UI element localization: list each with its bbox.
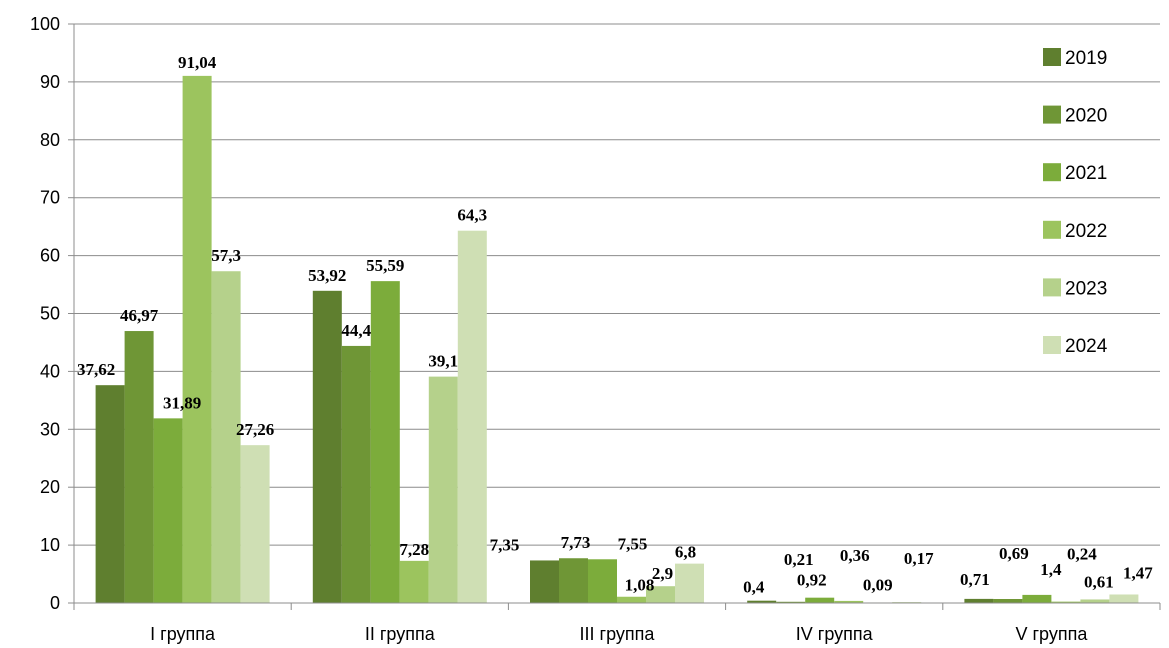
data-label: 1,08: [625, 576, 655, 595]
legend-label: 2023: [1065, 278, 1107, 299]
y-tick-label: 70: [40, 188, 60, 208]
bar: [211, 271, 241, 603]
bar: [747, 600, 777, 603]
bar: [341, 345, 371, 603]
bar: [1022, 594, 1052, 603]
legend-label: 2019: [1065, 48, 1107, 69]
bar: [646, 586, 675, 603]
data-label: 44,4: [341, 321, 371, 340]
bar: [617, 596, 646, 603]
data-label: 37,62: [77, 360, 115, 379]
y-tick-label: 100: [30, 14, 60, 34]
bar: [312, 290, 342, 603]
bar: [805, 597, 835, 603]
data-labels: 37,62 46,97 31,89 91,04 57,3 27,26 53,92 44,4 55…: [77, 53, 1153, 597]
data-label: 0,71: [960, 570, 990, 589]
data-label: 7,35: [490, 535, 520, 554]
data-label: 1,4: [1040, 560, 1062, 579]
data-label: 6,8: [675, 543, 696, 562]
y-tick-label: 60: [40, 246, 60, 266]
data-label: 7,28: [399, 540, 429, 559]
data-label: 64,3: [457, 206, 487, 225]
bar: [834, 600, 864, 603]
data-label: 55,59: [366, 256, 404, 275]
legend: 2019 2020 2021 2022 2023 2024: [1043, 48, 1108, 357]
bar: [588, 559, 617, 603]
data-label: 0,4: [743, 578, 765, 597]
data-label: 0,21: [784, 550, 814, 569]
data-label: 57,3: [211, 246, 241, 265]
axes: [73, 24, 1161, 610]
data-label: 53,92: [308, 266, 346, 285]
y-tick-label: 0: [50, 593, 60, 613]
bar: [776, 601, 806, 603]
bars: [95, 75, 1139, 603]
legend-label: 2022: [1065, 221, 1107, 242]
data-label: 1,47: [1123, 563, 1153, 582]
data-label: 0,69: [999, 544, 1029, 563]
y-tick-label: 10: [40, 535, 60, 555]
legend-swatch: [1043, 278, 1061, 297]
bar: [124, 331, 154, 603]
data-label: 27,26: [236, 420, 274, 439]
x-axis-labels: I группа II группа III группа IV группа V гр…: [150, 624, 1088, 644]
data-label: 0,17: [904, 549, 934, 568]
x-tick-label: IV группа: [796, 624, 874, 644]
legend-swatch: [1043, 336, 1061, 354]
y-tick-label: 90: [40, 72, 60, 92]
y-axis-ticks: 0 10 20 30 40 50 60 70 80 90 100: [30, 14, 74, 613]
bar: [993, 599, 1023, 603]
legend-swatch: [1043, 105, 1061, 124]
legend-swatch: [1043, 220, 1061, 239]
legend-label: 2021: [1065, 163, 1107, 184]
x-tick-label: II группа: [365, 624, 436, 644]
y-tick-label: 80: [40, 130, 60, 150]
x-tick-label: I группа: [150, 624, 216, 644]
bar: [153, 418, 183, 603]
data-label: 2,9: [652, 564, 673, 583]
data-label: 31,89: [163, 393, 201, 412]
bar: [964, 598, 994, 603]
y-tick-label: 40: [40, 361, 60, 381]
data-label: 39,1: [428, 352, 458, 371]
data-label: 0,92: [797, 571, 827, 590]
bar: [399, 560, 429, 603]
y-tick-label: 20: [40, 477, 60, 497]
legend-swatch: [1043, 163, 1061, 182]
y-tick-label: 30: [40, 419, 60, 439]
bar: [559, 558, 588, 603]
bar: [1109, 594, 1139, 603]
bar: [182, 75, 212, 603]
bar: [457, 230, 487, 603]
y-tick-label: 50: [40, 304, 60, 324]
x-tick-label: V группа: [1015, 624, 1088, 644]
bar: [95, 385, 125, 603]
legend-label: 2024: [1065, 336, 1108, 357]
data-label: 91,04: [178, 53, 217, 72]
bar: [240, 445, 270, 603]
data-label: 0,36: [840, 546, 870, 565]
data-label: 0,61: [1084, 572, 1114, 591]
data-label: 0,24: [1067, 545, 1097, 564]
bar: [1080, 599, 1110, 603]
legend-label: 2020: [1065, 106, 1107, 127]
data-label: 7,55: [618, 534, 648, 553]
x-tick-label: III группа: [580, 624, 656, 644]
data-label: 0,09: [863, 575, 893, 594]
bar: [428, 376, 458, 603]
bar: [530, 560, 559, 603]
legend-swatch: [1043, 48, 1061, 66]
data-label: 7,73: [561, 533, 591, 552]
data-label: 46,97: [120, 306, 159, 325]
bar: [1051, 601, 1081, 603]
bar: [370, 281, 400, 603]
bar: [675, 563, 704, 603]
